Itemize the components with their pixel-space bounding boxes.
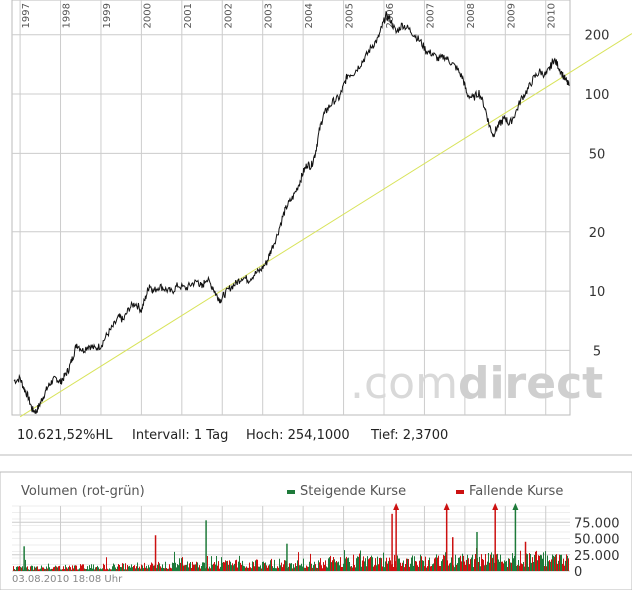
price-tick-20: 20 bbox=[589, 226, 606, 241]
legend-down-swatch bbox=[456, 490, 464, 494]
year-label-2007: 2007 bbox=[425, 3, 436, 28]
year-label-2000: 2000 bbox=[142, 3, 153, 28]
date-stamp: 03.08.2010 18:08 Uhr bbox=[12, 574, 123, 585]
low-label: Tief: 2,3700 bbox=[370, 428, 448, 443]
year-label-2006: 2006 bbox=[385, 3, 396, 28]
year-label-2008: 2008 bbox=[466, 3, 477, 28]
volume-tick-25.000: 25.000 bbox=[574, 549, 620, 564]
trendline bbox=[19, 33, 632, 418]
year-label-1997: 1997 bbox=[21, 3, 32, 28]
volume-tick-75.000: 75.000 bbox=[574, 516, 620, 531]
price-y-ticks: 5 10 20 50 100 200 bbox=[585, 29, 610, 360]
year-label-2009: 2009 bbox=[506, 3, 517, 28]
volume-overflow-arrow bbox=[512, 503, 519, 510]
volume-tick-0: 0 bbox=[574, 565, 582, 580]
volume-overflow-arrow bbox=[393, 503, 400, 510]
volume-overflow-arrow bbox=[443, 503, 450, 510]
price-tick-200: 200 bbox=[585, 29, 610, 44]
svg-text:.comdirect: .comdirect bbox=[350, 358, 603, 409]
watermark-light: .com bbox=[350, 358, 458, 409]
legend-up-swatch bbox=[287, 490, 295, 494]
year-label-2002: 2002 bbox=[223, 3, 234, 28]
price-tick-100: 100 bbox=[585, 88, 610, 103]
volume-bars bbox=[13, 503, 569, 571]
price-panel-frame bbox=[11, 0, 571, 416]
price-tick-50: 50 bbox=[589, 147, 606, 162]
year-label-2005: 2005 bbox=[345, 3, 356, 28]
legend-down-label: Fallende Kurse bbox=[469, 484, 563, 499]
watermark-bold: direct bbox=[458, 358, 603, 409]
price-tick-10: 10 bbox=[589, 285, 606, 300]
performance-label: 10.621,52%HL bbox=[17, 428, 113, 443]
volume-title: Volumen (rot-grün) bbox=[21, 484, 145, 499]
year-labels: 1997 1998 1999 2000 2001 2002 2003 2004 2005 2006… bbox=[21, 3, 558, 28]
year-label-1998: 1998 bbox=[62, 3, 73, 28]
interval-label: Intervall: 1 Tag bbox=[132, 428, 228, 443]
year-label-2004: 2004 bbox=[304, 3, 315, 28]
watermark: .comdirect bbox=[350, 358, 603, 409]
price-line bbox=[13, 10, 570, 415]
year-label-2010: 2010 bbox=[547, 3, 558, 28]
price-grid bbox=[12, 0, 570, 415]
year-label-2001: 2001 bbox=[183, 3, 194, 28]
volume-overflow-arrow bbox=[492, 503, 499, 510]
volume-tick-50.000: 50.000 bbox=[574, 533, 620, 548]
price-tick-5: 5 bbox=[593, 344, 601, 359]
legend-up-label: Steigende Kurse bbox=[300, 484, 406, 499]
high-label: Hoch: 254,1000 bbox=[246, 428, 350, 443]
year-label-1999: 1999 bbox=[102, 3, 113, 28]
year-label-2003: 2003 bbox=[264, 3, 275, 28]
